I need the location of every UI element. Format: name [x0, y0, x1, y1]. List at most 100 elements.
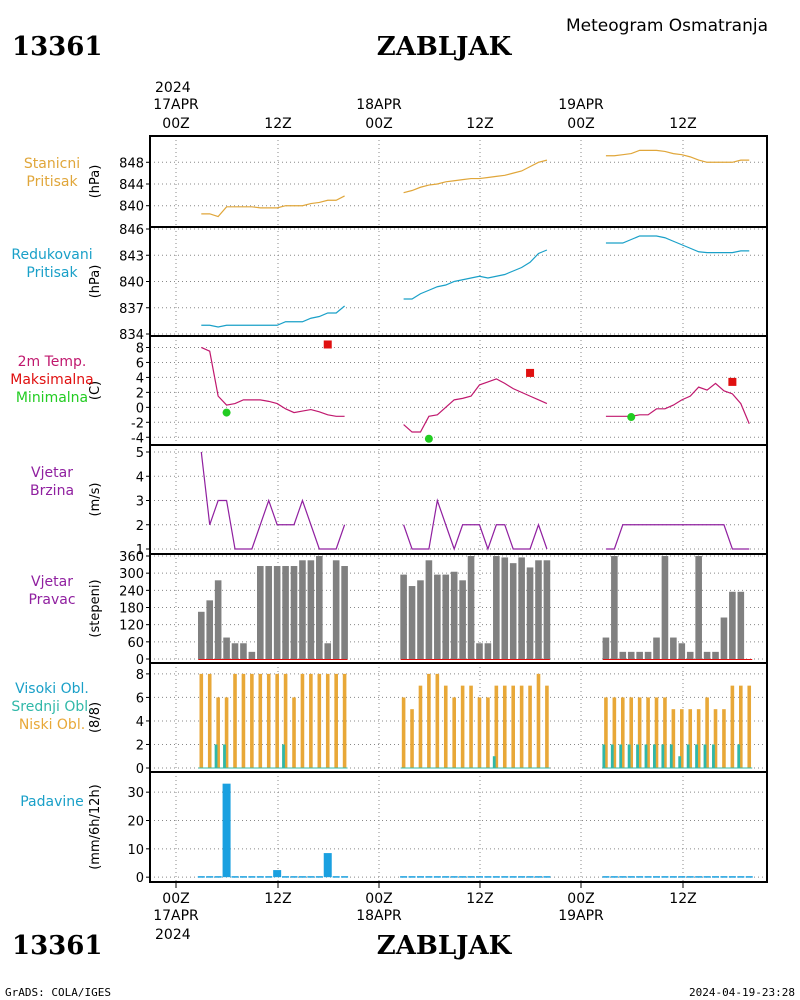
unit-label: (C): [88, 381, 103, 400]
y-tick-label-1: 840: [119, 200, 144, 215]
direction-bar: [240, 643, 247, 659]
y-tick-label-1: 0: [136, 871, 144, 886]
low-cloud-bar: [275, 673, 279, 768]
precip-zero-mark: [712, 876, 720, 878]
top-hour-label-6: 12Z: [669, 116, 696, 132]
direction-bar: [434, 574, 441, 659]
low-cloud-bar: [435, 673, 440, 768]
panel-1: 840 844 848 (hPa) Stanicni Pritisak: [24, 135, 768, 228]
precip-zero-mark: [686, 876, 694, 878]
top-hour-label-3: 00Z: [365, 116, 392, 132]
low-cloud-bar: [427, 673, 431, 768]
panel-frame: [149, 335, 768, 446]
precip-zero-mark: [307, 876, 315, 878]
precip-zero-mark: [526, 876, 534, 878]
bottom-day-label-3: 19APR: [558, 908, 604, 924]
mid-cloud-bar: [678, 756, 682, 768]
y-tick-label-3: 120: [119, 619, 144, 634]
precip-zero-mark: [492, 876, 500, 878]
direction-bar: [290, 566, 298, 659]
mid-cloud-bar: [282, 744, 285, 768]
precip-bar: [323, 853, 332, 878]
precip-zero-mark: [239, 876, 247, 878]
bottom-hour-label-1: 00Z: [162, 891, 189, 907]
low-cloud-bar: [292, 697, 296, 768]
tmin-point: [627, 413, 636, 422]
precip-zero-mark: [265, 876, 273, 878]
series-line-1: [201, 305, 345, 328]
direction-bar: [408, 586, 416, 659]
precip-zero-mark: [644, 876, 652, 878]
precip-zero-mark: [509, 876, 517, 878]
direction-bar: [518, 557, 525, 659]
tmin-point: [222, 408, 231, 417]
y-tick-label-4: 6: [136, 691, 144, 706]
direction-bar: [493, 556, 500, 659]
low-cloud-bar: [494, 685, 499, 768]
precip-zero-mark: [341, 876, 349, 878]
precip-zero-mark: [737, 876, 745, 878]
panel-label-2: Pritisak: [26, 174, 78, 190]
precip-zero-mark: [248, 876, 256, 878]
y-tick-label-2: 2: [136, 738, 144, 753]
y-tick-label-2: 10: [127, 843, 144, 858]
precip-zero-mark: [282, 876, 290, 878]
direction-bar: [670, 637, 677, 659]
precip-zero-mark: [501, 876, 509, 878]
direction-bar: [400, 574, 407, 659]
unit-label: (stepeni): [88, 579, 103, 637]
panel-label-3: Minimalna: [16, 390, 88, 406]
panel-label-2: Brzina: [30, 483, 74, 499]
direction-bar: [248, 651, 256, 659]
low-cloud-bar: [680, 709, 684, 768]
low-cloud-bar: [545, 685, 549, 768]
tmax-point: [526, 368, 535, 377]
direction-bar: [678, 643, 686, 659]
y-tick-label-3: 840: [119, 276, 144, 291]
precip-zero-mark: [619, 876, 627, 878]
y-tick-label-4: 4: [136, 470, 144, 485]
mid-cloud-bar: [653, 744, 656, 768]
station-name-bottom: ZABLJAK: [377, 931, 513, 961]
unit-label: (hPa): [88, 265, 103, 299]
direction-bar: [484, 643, 492, 659]
low-cloud-bar: [199, 673, 204, 768]
panel-label-2: Pritisak: [26, 265, 78, 281]
direction-bar: [299, 560, 306, 659]
top-day-label-3: 19APR: [558, 97, 604, 113]
precip-zero-mark: [610, 876, 618, 878]
y-tick-label-4: 180: [119, 602, 144, 617]
y-tick-label-3: 0: [136, 401, 144, 416]
y-tick-label-2: 837: [119, 302, 144, 317]
y-tick-label-3: 20: [127, 815, 144, 830]
precip-zero-mark: [214, 876, 222, 878]
y-tick-label-6: 300: [119, 567, 144, 582]
low-cloud-bar: [207, 673, 212, 768]
panel-7: 0 10 20 30 (mm/6h/12h) Padavine: [20, 771, 768, 886]
y-tick-label-5: 846: [119, 223, 144, 238]
low-cloud-bar: [528, 685, 532, 768]
direction-bar: [636, 651, 643, 659]
direction-bar: [223, 637, 230, 659]
precip-zero-mark: [459, 876, 467, 878]
precip-zero-mark: [467, 876, 475, 878]
direction-bar: [476, 643, 483, 659]
low-cloud-bar: [258, 673, 263, 768]
low-cloud-bar: [469, 685, 473, 768]
y-tick-label-1: -4: [131, 431, 144, 446]
precip-zero-mark: [400, 876, 408, 878]
precip-zero-mark: [206, 876, 214, 878]
direction-bar: [729, 591, 736, 659]
low-cloud-bar: [747, 685, 752, 768]
y-tick-label-3: 848: [119, 156, 144, 171]
precip-zero-mark: [745, 876, 753, 878]
mid-cloud-bar: [703, 744, 707, 768]
direction-bar: [257, 566, 264, 659]
low-cloud-bar: [477, 697, 482, 768]
precip-zero-mark: [475, 876, 483, 878]
panel-label-2: Pravac: [28, 592, 75, 608]
direction-bar: [332, 560, 340, 659]
direction-bar: [501, 557, 509, 659]
direction-bar: [282, 566, 289, 659]
direction-bar: [509, 563, 517, 659]
